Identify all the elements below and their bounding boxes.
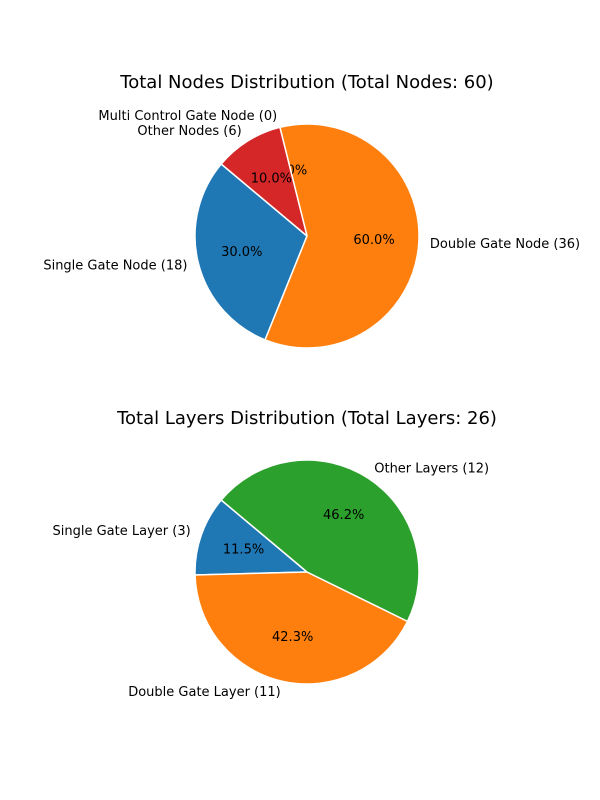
slice-label-other-layers: Other Layers (12) — [374, 461, 489, 476]
slice-label-single-gate-layer: Single Gate Layer (3) — [53, 524, 191, 539]
slice-percent-double-gate-node: 60.0% — [353, 233, 394, 248]
pie-slice-other-layers — [220, 459, 420, 623]
pie-slice-double-gate-node — [264, 123, 420, 349]
slice-label-double-gate-node: Double Gate Node (36) — [430, 237, 580, 252]
slice-percent-other-layers: 46.2% — [323, 508, 364, 523]
pie-slice-single-gate-node — [194, 163, 308, 341]
slice-label-other-nodes: Other Nodes (6) — [137, 124, 241, 139]
layers-chart-title: Total Layers Distribution (Total Layers:… — [116, 408, 497, 429]
pie-slice-single-gate-layer — [194, 499, 308, 576]
slice-label-multi-control-gate-node: Multi Control Gate Node (0) — [98, 109, 277, 124]
slice-percent-single-gate-layer: 11.5% — [223, 542, 264, 557]
slice-percent-other-nodes: 10.0% — [251, 172, 292, 187]
slice-percent-double-gate-layer: 42.3% — [272, 630, 313, 645]
pie-slice-double-gate-layer — [194, 571, 409, 685]
nodes-pie-chart: Total Nodes Distribution (Total Nodes: 6… — [43, 72, 580, 349]
slice-label-double-gate-layer: Double Gate Layer (11) — [128, 685, 281, 700]
nodes-chart-title: Total Nodes Distribution (Total Nodes: 6… — [119, 72, 493, 93]
pie-slice-other-nodes — [220, 126, 308, 237]
slice-percent-single-gate-node: 30.0% — [221, 245, 262, 260]
slice-label-single-gate-node: Single Gate Node (18) — [43, 258, 187, 273]
layers-pie-chart: Total Layers Distribution (Total Layers:… — [53, 408, 497, 700]
